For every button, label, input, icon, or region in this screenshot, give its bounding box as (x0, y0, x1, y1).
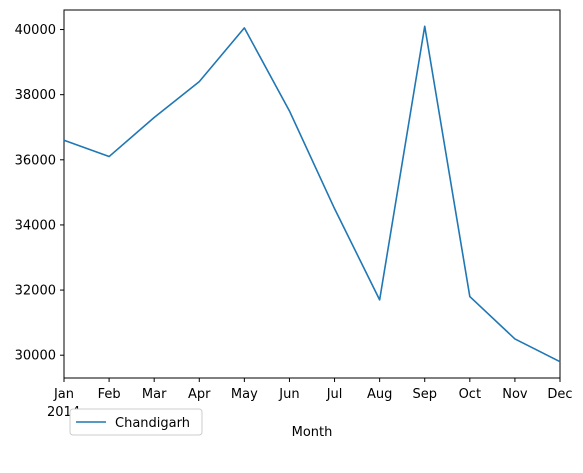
legend-box (69, 408, 203, 436)
y-tick-label-40000: 40000 (15, 23, 56, 38)
axes-frame (63, 9, 561, 379)
x-tick-label-jan: Jan (53, 387, 74, 402)
x-tick-label-feb: Feb (98, 387, 121, 402)
x-tick-label-dec: Dec (547, 387, 572, 402)
plot-area (63, 9, 561, 379)
legend: Chandigarh (69, 408, 203, 436)
series-layer (63, 25, 561, 363)
series-line-0 (63, 25, 561, 363)
x-tick-label-may: May (231, 387, 258, 402)
y-tick-label-30000: 30000 (15, 349, 56, 364)
y-tick-label-38000: 38000 (15, 88, 56, 103)
x-tick-label-nov: Nov (502, 387, 528, 402)
x-tick-label-aug: Aug (367, 387, 392, 402)
x-tick-label-oct: Oct (459, 387, 481, 402)
x-tick-label-jun: Jun (278, 387, 299, 402)
y-tick-label-32000: 32000 (15, 284, 56, 299)
y-axis-ticks: 30000 32000 34000 36000 38000 40000 (15, 23, 64, 364)
legend-entry-label: Chandigarh (115, 416, 190, 431)
y-tick-label-34000: 34000 (15, 218, 56, 233)
x-axis-ticks: Jan Feb Mar Apr May Jun Jul Aug Sep Oct Nov Dec (53, 378, 573, 402)
x-tick-label-sep: Sep (412, 387, 437, 402)
x-axis-label: Month (292, 425, 333, 440)
x-tick-label-jul: Jul (326, 387, 343, 402)
x-tick-label-mar: Mar (142, 387, 167, 402)
y-tick-label-36000: 36000 (15, 153, 56, 168)
x-tick-label-apr: Apr (188, 387, 211, 402)
